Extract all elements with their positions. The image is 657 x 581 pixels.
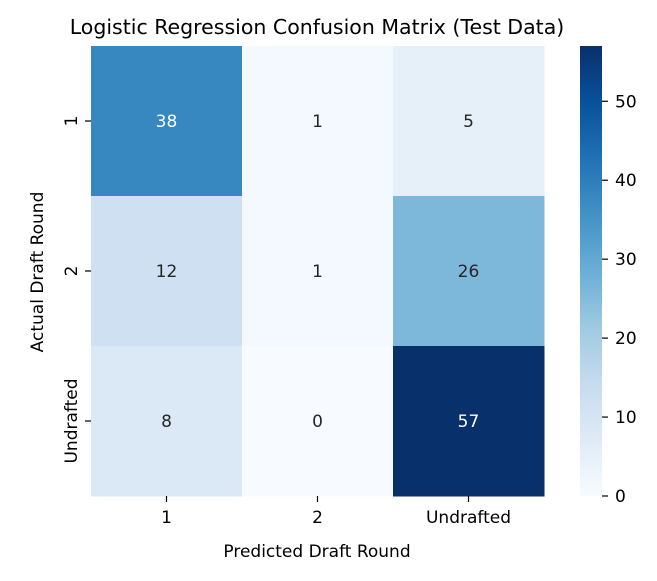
cell-value-label: 8 <box>161 412 172 432</box>
cell-value-label: 1 <box>312 112 323 132</box>
heatmap-cell <box>393 346 545 497</box>
colorbar-ticks: 0 10 20 30 40 50 <box>602 92 637 507</box>
colorbar-tick-label: 40 <box>615 171 637 191</box>
chart-title: Logistic Regression Confusion Matrix (Te… <box>70 15 565 39</box>
y-axis-ticks: 1 2 Undrafted <box>62 116 91 464</box>
heatmap-cell <box>91 46 243 197</box>
cell-value-label: 57 <box>458 412 480 432</box>
cell-value-label: 1 <box>312 262 323 282</box>
heatmap-cells <box>91 46 545 497</box>
colorbar-tick-label: 30 <box>615 250 637 270</box>
x-axis-ticks: 1 2 Undrafted <box>161 496 511 528</box>
heatmap-cell <box>91 196 243 347</box>
cell-value-label: 38 <box>156 112 178 132</box>
heatmap-cell <box>242 346 394 497</box>
cell-value-label: 26 <box>458 262 480 282</box>
y-tick-label: 1 <box>62 116 82 127</box>
heatmap-annotations: 38 1 5 12 1 26 8 0 57 <box>156 112 480 432</box>
cell-value-label: 0 <box>312 412 323 432</box>
colorbar-tick-label: 20 <box>615 329 637 349</box>
cell-value-label: 5 <box>463 112 474 132</box>
y-axis-label: Actual Draft Round <box>28 192 48 353</box>
x-axis-label: Predicted Draft Round <box>223 542 410 562</box>
colorbar-tick-label: 10 <box>615 408 637 428</box>
heatmap-cell <box>242 196 394 347</box>
colorbar-tick-label: 50 <box>615 92 637 112</box>
heatmap-cell <box>242 46 394 197</box>
heatmap-cell <box>91 346 243 497</box>
colorbar <box>580 46 602 496</box>
x-tick-label: 2 <box>312 508 323 528</box>
y-tick-label: 2 <box>62 266 82 277</box>
colorbar-tick-label: 0 <box>615 487 626 507</box>
x-tick-label: 1 <box>161 508 172 528</box>
heatmap-cell <box>393 46 545 197</box>
cell-value-label: 12 <box>156 262 178 282</box>
x-tick-label: Undrafted <box>426 508 511 528</box>
heatmap-cell <box>393 196 545 347</box>
y-tick-label: Undrafted <box>62 378 82 463</box>
